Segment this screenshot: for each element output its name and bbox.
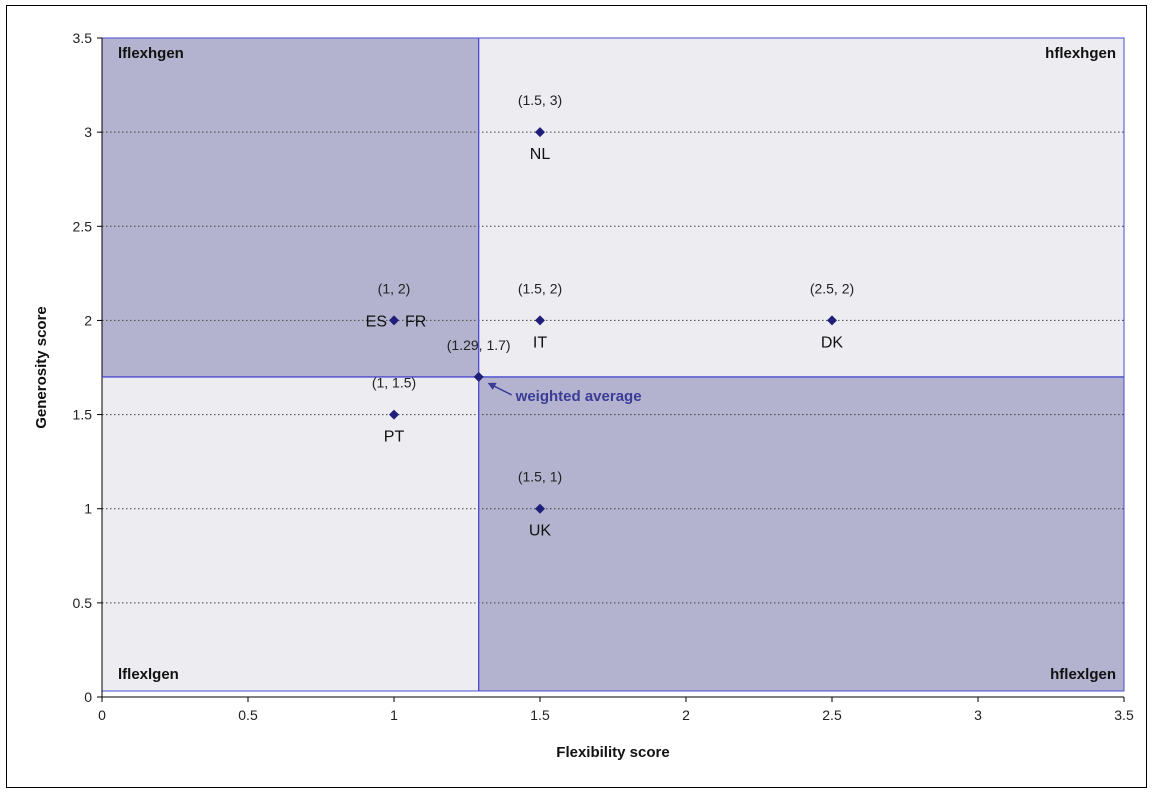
coord-label-2: (1.5, 2)	[518, 280, 562, 296]
y-tick-label-5: 2.5	[73, 218, 93, 234]
y-tick-label-0: 0	[84, 689, 92, 705]
x-tick-label-7: 3.5	[1114, 707, 1134, 723]
data-point-6	[535, 503, 545, 514]
quadrant-bottom-left	[102, 376, 479, 691]
coord-label-5: (1, 1.5)	[372, 375, 416, 391]
quadrant-label-top-left: lflexhgen	[118, 45, 184, 62]
x-tick-label-1: 0.5	[238, 707, 258, 723]
y-tick-label-6: 3	[84, 124, 92, 140]
x-tick-label-6: 3	[974, 707, 982, 723]
y-tick-label-3: 1.5	[73, 407, 93, 423]
x-tick-label-2: 1	[390, 707, 398, 723]
country-label-3: DK	[821, 334, 844, 351]
y-axis-title: Generosity score	[33, 306, 50, 429]
x-tick-label-5: 2.5	[822, 707, 842, 723]
quadrant-label-bottom-right: hflexlgen	[1050, 666, 1116, 683]
weighted-average-annotation: weighted average	[515, 388, 642, 405]
x-tick-label-4: 2	[682, 707, 690, 723]
country-label-1: ES	[366, 313, 387, 330]
y-tick-label-2: 1	[84, 501, 92, 517]
coord-label-3: (2.5, 2)	[810, 280, 854, 296]
quadrant-bottom-right	[478, 376, 1124, 691]
country-label-6: UK	[529, 523, 552, 540]
country-label-2: IT	[533, 334, 547, 351]
coord-label-1: (1, 2)	[378, 280, 411, 296]
quadrant-top-right	[478, 38, 1124, 377]
coord-label-0: (1.5, 3)	[518, 92, 562, 108]
annotation-arrow	[491, 384, 513, 396]
x-tick-label-0: 0	[98, 707, 106, 723]
data-point-3	[827, 315, 837, 326]
country-label-5: PT	[384, 429, 405, 446]
data-point-5	[389, 409, 399, 420]
data-point-0	[535, 127, 545, 138]
x-axis-title: Flexibility score	[556, 744, 669, 761]
x-tick-label-3: 1.5	[530, 707, 550, 723]
coord-label-6: (1.5, 1)	[518, 469, 562, 485]
data-point-4	[473, 371, 484, 382]
y-tick-label-4: 2	[84, 312, 92, 328]
data-point-2	[535, 315, 545, 326]
country-label-1-b: FR	[405, 313, 426, 330]
y-tick-label-7: 3.5	[73, 30, 93, 46]
coord-label-4: (1.29, 1.7)	[447, 337, 511, 353]
quadrant-label-top-right: hflexhgen	[1045, 45, 1116, 62]
data-point-1	[389, 315, 399, 326]
y-tick-label-1: 0.5	[73, 595, 93, 611]
annotation-arrowhead-icon	[487, 382, 497, 390]
quadrant-label-bottom-left: lflexlgen	[118, 666, 179, 683]
country-label-0: NL	[530, 146, 551, 163]
